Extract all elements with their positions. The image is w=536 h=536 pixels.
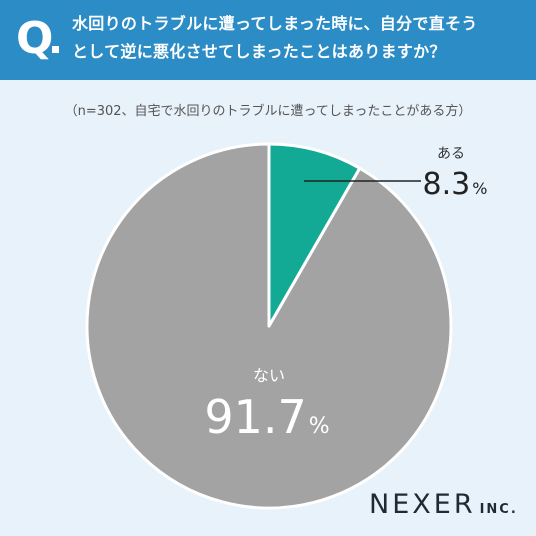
logo-main: NEXER xyxy=(369,489,476,520)
nexer-logo: NEXER INC. xyxy=(369,490,518,525)
slice-value-yes-unit: % xyxy=(472,179,487,198)
slice-value-no: 91.7% xyxy=(204,390,329,444)
sample-note: （n=302、自宅で水回りのトラブルに遭ってしまったことがある方） xyxy=(64,104,472,119)
slice-value-no-number: 91.7 xyxy=(204,390,306,444)
question-line-1: 水回りのトラブルに遭ってしまった時に、自分で直そう xyxy=(72,14,478,33)
slice-label-yes: ある xyxy=(437,146,465,162)
logo-sub: INC. xyxy=(479,502,518,517)
question-text: 水回りのトラブルに遭ってしまった時に、自分で直そう として逆に悪化させてしまった… xyxy=(72,10,524,66)
slice-label-no: ない xyxy=(253,366,285,385)
slice-value-yes: 8.3% xyxy=(423,167,488,202)
question-line-2: として逆に悪化させてしまったことはありますか？ xyxy=(72,42,446,61)
slice-value-no-unit: % xyxy=(309,414,330,439)
pie-slice-yes xyxy=(267,142,362,328)
question-header: Q 水回りのトラブルに遭ってしまった時に、自分で直そう として逆に悪化させてしま… xyxy=(0,0,536,80)
slice-value-yes-number: 8.3 xyxy=(423,167,471,202)
q-mark: Q xyxy=(16,13,54,64)
q-mark-dot xyxy=(52,46,59,53)
